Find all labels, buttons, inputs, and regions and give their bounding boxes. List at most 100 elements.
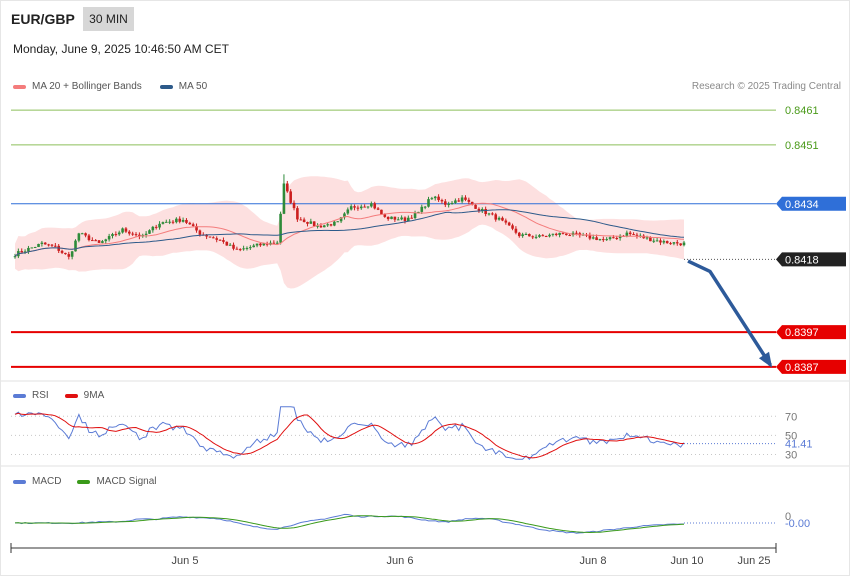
macd-swatch xyxy=(13,479,26,484)
rsi-ma-line xyxy=(14,412,684,459)
candle-body xyxy=(484,209,487,215)
candle-body xyxy=(181,219,185,222)
candle-body xyxy=(131,233,134,235)
candle-body xyxy=(628,232,632,235)
candle-body xyxy=(84,233,87,236)
rsi-swatch xyxy=(13,393,26,398)
candle-body xyxy=(477,208,481,211)
candle-body xyxy=(578,233,582,236)
candle-body xyxy=(128,231,131,234)
candle-body xyxy=(309,221,313,224)
candle-body xyxy=(359,206,363,209)
candle-body xyxy=(413,212,417,219)
candle-body xyxy=(195,225,198,231)
candle-body xyxy=(410,217,413,219)
candle-body xyxy=(235,248,239,250)
candle-body xyxy=(168,221,171,223)
candle-body xyxy=(154,226,158,228)
candle-body xyxy=(101,241,104,243)
candle-body xyxy=(292,202,296,209)
candle-body xyxy=(521,234,524,237)
candle-body xyxy=(517,232,521,237)
support-label: 0.8387 xyxy=(785,362,819,374)
candle-body xyxy=(575,232,578,234)
candle-body xyxy=(356,207,360,209)
candle-body xyxy=(433,196,437,199)
candle-body xyxy=(669,243,672,245)
candle-body xyxy=(158,223,161,228)
candle-body xyxy=(47,244,50,246)
forecast-arrowhead xyxy=(758,351,773,368)
resistance-label: 0.8461 xyxy=(785,105,819,117)
candle-body xyxy=(212,237,215,239)
macd-legend: MACD MACD Signal xyxy=(13,476,156,487)
current-price-label: 0.8418 xyxy=(785,254,819,266)
candle-body xyxy=(302,219,306,223)
candle-body xyxy=(393,216,397,220)
candle-body xyxy=(198,230,202,235)
candle-body xyxy=(107,236,111,240)
candle-body xyxy=(568,235,571,237)
candle-body xyxy=(494,214,498,220)
candle-body xyxy=(430,198,434,200)
candle-body xyxy=(319,225,323,228)
candle-body xyxy=(649,237,652,242)
chart-datetime: Monday, June 9, 2025 10:46:50 AM CET xyxy=(13,42,229,56)
candle-body xyxy=(232,244,235,249)
candle-body xyxy=(43,242,47,245)
ma50-line xyxy=(14,209,685,257)
candle-body xyxy=(80,233,84,235)
candle-body xyxy=(218,239,222,241)
candle-body xyxy=(370,203,373,207)
candle-body xyxy=(91,240,94,242)
macd-signal-legend-label: MACD Signal xyxy=(96,476,157,487)
candle-body xyxy=(457,200,461,202)
ma50-legend-label: MA 50 xyxy=(178,81,208,92)
candle-body xyxy=(121,228,124,233)
macd-tick-label: 0 xyxy=(785,511,791,523)
candle-body xyxy=(329,224,333,226)
timeframe-badge[interactable]: 30 MIN xyxy=(83,7,134,31)
candle-body xyxy=(665,241,669,244)
candle-body xyxy=(507,222,511,226)
candle-body xyxy=(635,234,639,236)
candle-body xyxy=(339,217,343,222)
candle-body xyxy=(612,237,615,239)
candle-body xyxy=(632,234,635,236)
rsi-line xyxy=(14,406,685,460)
pivot-label: 0.8434 xyxy=(785,199,819,211)
candle-body xyxy=(554,233,558,235)
candle-body xyxy=(460,197,464,202)
candle-body xyxy=(423,206,427,208)
candle-body xyxy=(215,238,219,240)
candle-body xyxy=(188,222,192,225)
candle-body xyxy=(144,233,148,235)
candle-body xyxy=(504,220,508,223)
candle-body xyxy=(386,216,390,220)
candle-body xyxy=(238,249,242,251)
candle-body xyxy=(23,251,27,253)
candle-body xyxy=(111,234,114,237)
candle-body xyxy=(618,235,622,239)
candle-body xyxy=(222,240,225,242)
candle-body xyxy=(662,241,666,243)
candle-body xyxy=(565,233,568,236)
candle-body xyxy=(40,242,44,244)
candle-body xyxy=(77,233,81,241)
candle-body xyxy=(175,218,178,223)
support-price-tag xyxy=(776,325,846,340)
candle-body xyxy=(655,240,659,242)
candle-body xyxy=(534,236,538,238)
candle-body xyxy=(501,217,504,221)
candle-body xyxy=(679,243,682,246)
candle-body xyxy=(625,232,629,236)
candle-body xyxy=(608,237,612,240)
candle-body xyxy=(403,217,407,222)
candle-body xyxy=(333,221,336,226)
candle-body xyxy=(54,245,57,247)
candle-body xyxy=(67,254,71,257)
candle-body xyxy=(682,242,686,246)
bollinger-band xyxy=(15,176,684,289)
candle-body xyxy=(561,232,565,234)
